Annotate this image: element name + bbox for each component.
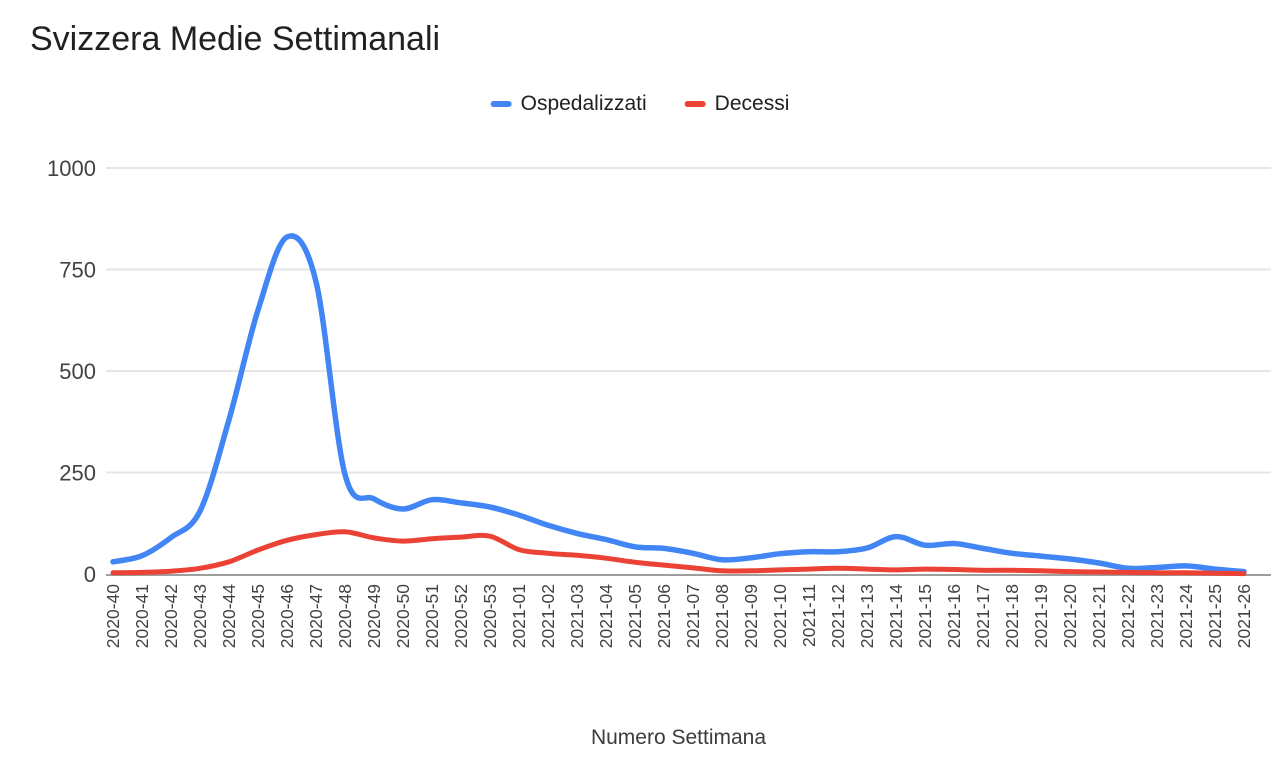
x-tick-label: 2021-19	[1031, 584, 1051, 648]
legend-swatch-red-icon	[684, 101, 706, 107]
legend-label-ospedalizzati: Ospedalizzati	[520, 92, 647, 115]
x-tick-label: 2020-50	[393, 584, 413, 648]
x-tick-label: 2021-02	[538, 584, 558, 648]
y-tick-label: 250	[59, 461, 96, 486]
y-tick-labels: 0 250 500 750 1000	[47, 156, 96, 587]
x-tick-label: 2021-06	[654, 584, 674, 648]
x-tick-label: 2021-13	[857, 584, 877, 648]
x-tick-label: 2021-16	[944, 584, 964, 648]
x-tick-label: 2020-44	[219, 584, 239, 648]
x-tick-label: 2021-21	[1089, 584, 1109, 648]
x-tick-label: 2021-11	[799, 584, 819, 647]
y-tick-label: 750	[59, 258, 96, 283]
x-tick-label: 2021-09	[741, 584, 761, 648]
x-tick-label: 2020-45	[248, 584, 268, 648]
x-tick-label: 2021-17	[973, 584, 993, 648]
x-tick-label: 2020-47	[306, 584, 326, 648]
x-tick-label: 2021-20	[1060, 584, 1080, 648]
x-tick-label: 2021-07	[683, 584, 703, 648]
x-tick-label: 2021-23	[1147, 584, 1167, 648]
x-tick-label: 2021-15	[915, 584, 935, 648]
x-tick-label: 2021-22	[1118, 584, 1138, 648]
x-tick-labels: 2020-40 2020-41 2020-42 2020-43 2020-44 2020-…	[103, 584, 1254, 648]
series-line-decessi	[110, 529, 1247, 577]
x-tick-label: 2020-46	[277, 584, 297, 648]
x-tick-label: 2020-40	[103, 584, 123, 648]
x-tick-label: 2020-51	[422, 584, 442, 648]
legend-label-decessi: Decessi	[714, 92, 790, 115]
x-tick-label: 2021-24	[1176, 584, 1196, 648]
x-tick-label: 2020-42	[161, 584, 181, 648]
series-line-ospedalizzati	[110, 233, 1247, 575]
x-tick-label: 2020-52	[451, 584, 471, 648]
legend: Ospedalizzati Decessi	[490, 92, 790, 116]
x-tick-label: 2021-18	[1002, 584, 1022, 648]
chart-title: Svizzera Medie Settimanali	[30, 20, 441, 58]
legend-item-ospedalizzati[interactable]: Ospedalizzati	[490, 92, 647, 116]
x-tick-label: 2020-49	[364, 584, 384, 648]
x-tick-label: 2021-05	[625, 584, 645, 648]
x-tick-label: 2021-12	[828, 584, 848, 648]
legend-swatch-blue-icon	[490, 101, 512, 107]
x-tick-label: 2021-14	[886, 584, 906, 648]
x-tick-label: 2020-41	[132, 584, 152, 648]
x-tick-label: 2021-04	[596, 584, 616, 648]
x-axis-title: Numero Settimana	[590, 726, 767, 749]
y-tick-label: 1000	[47, 156, 96, 181]
x-tick-label: 2021-10	[770, 584, 790, 648]
x-tick-label: 2020-48	[335, 584, 355, 648]
y-tick-label: 0	[84, 562, 96, 587]
y-gridlines	[106, 167, 1271, 474]
x-tick-label: 2021-25	[1205, 584, 1225, 648]
x-tick-label: 2021-03	[567, 584, 587, 648]
x-tick-label: 2021-01	[509, 584, 529, 648]
x-tick-label: 2021-08	[712, 584, 732, 648]
x-tick-label: 2021-26	[1234, 584, 1254, 648]
x-tick-label: 2020-53	[480, 584, 500, 648]
y-tick-label: 500	[59, 359, 96, 384]
legend-item-decessi[interactable]: Decessi	[684, 92, 790, 116]
x-tick-label: 2020-43	[190, 584, 210, 648]
